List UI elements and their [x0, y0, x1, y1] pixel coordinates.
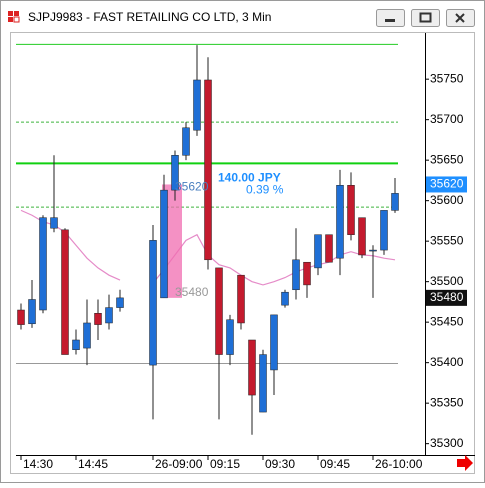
app-icon — [8, 11, 20, 23]
y-tick-label: 35300 — [430, 436, 464, 450]
candle-body — [303, 261, 311, 286]
candle-body — [116, 297, 124, 308]
y-tick-label: 35600 — [430, 193, 464, 207]
candle-body — [325, 234, 333, 263]
price-marker — [426, 176, 467, 193]
price-marker-label: 35620 — [430, 177, 464, 191]
candle-body — [105, 307, 113, 324]
y-tick-label: 35700 — [430, 112, 464, 126]
candle-body — [28, 299, 36, 325]
chart-panel — [10, 32, 475, 474]
candle-body — [171, 155, 179, 191]
candle-body — [347, 185, 355, 235]
x-tick-label: 09:30 — [265, 457, 295, 471]
candle-body — [61, 229, 69, 355]
y-tick-label: 35550 — [430, 233, 464, 247]
candle-body — [149, 240, 157, 366]
maximize-button[interactable] — [411, 9, 440, 27]
candle-body — [358, 217, 366, 256]
candle-body — [248, 339, 256, 396]
candle-body — [336, 185, 344, 259]
measure-to-label: 35620 — [175, 180, 209, 194]
x-tick-label: 09:45 — [320, 457, 350, 471]
y-tick-label: 35500 — [430, 274, 464, 288]
candle-body — [204, 79, 212, 261]
y-tick-label: 35350 — [430, 395, 464, 409]
y-tick-label: 35750 — [430, 71, 464, 85]
candle-body — [160, 189, 168, 299]
measure-pct: 0.39 % — [246, 183, 284, 197]
scroll-arrow[interactable] — [457, 455, 473, 471]
plot-area — [16, 43, 399, 435]
candle-body — [380, 210, 388, 251]
candle-body — [215, 267, 223, 355]
price-marker-label: 35480 — [430, 290, 464, 304]
candle-body — [281, 291, 289, 306]
window-title: SJPJ9983 - FAST RETAILING CO LTD, 3 Min — [28, 10, 271, 24]
candle-body — [270, 314, 278, 371]
y-tick-label: 35650 — [430, 152, 464, 166]
x-tick-label: 26-09:00 — [155, 457, 203, 471]
candle-body — [369, 249, 377, 252]
measure-change: 140.00 JPY — [218, 171, 281, 185]
candle-body — [226, 319, 234, 355]
y-tick-label: 35450 — [430, 314, 464, 328]
candle-body — [83, 322, 91, 349]
candle-body — [94, 313, 102, 325]
candle-body — [391, 193, 399, 211]
candle-body — [237, 274, 245, 324]
price-marker — [426, 289, 467, 306]
x-tick-label: 26-10:00 — [375, 457, 423, 471]
candle-body — [50, 217, 58, 229]
x-tick-label: 09:15 — [210, 457, 240, 471]
candle-body — [259, 354, 267, 413]
candle-body — [182, 127, 190, 156]
candle-body — [292, 259, 300, 291]
candle-body — [314, 234, 322, 269]
candle-body — [39, 217, 47, 311]
moving-average — [20, 209, 396, 286]
candle-body — [193, 79, 201, 131]
y-tick-label: 35400 — [430, 355, 464, 369]
close-button[interactable] — [446, 9, 475, 27]
x-tick-label: 14:30 — [23, 457, 53, 471]
candle-body — [17, 309, 25, 325]
x-tick-label: 14:45 — [78, 457, 108, 471]
candle-body — [72, 339, 80, 350]
measure-from-label: 35480 — [175, 285, 209, 299]
minimize-button[interactable] — [376, 9, 405, 27]
